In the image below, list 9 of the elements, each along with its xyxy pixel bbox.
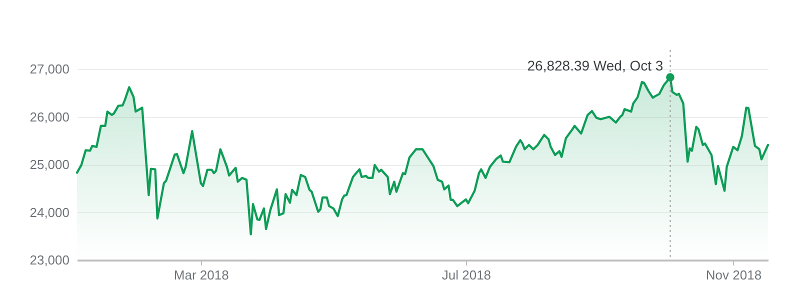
y-tick-label: 24,000 <box>30 204 70 220</box>
y-tick-label: 25,000 <box>30 157 70 172</box>
x-tick-label: Jul 2018 <box>442 268 492 282</box>
annotation: 26,828.39 Wed, Oct 3 <box>527 57 664 74</box>
y-tick-label: 27,000 <box>30 62 70 77</box>
x-tick-label: Mar 2018 <box>174 268 229 282</box>
y-tick-label: 26,000 <box>30 109 70 124</box>
y-tick-label: 23,000 <box>30 252 70 268</box>
x-tick-label: Nov 2018 <box>706 268 762 282</box>
